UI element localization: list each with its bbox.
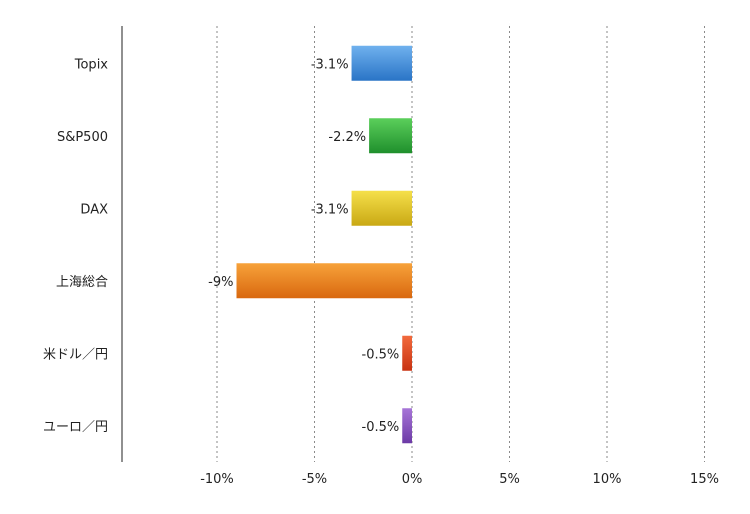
category-label: ユーロ／円	[43, 420, 108, 435]
bar-4	[402, 335, 412, 371]
data-label: -0.5%	[362, 347, 400, 362]
bar-5	[402, 408, 412, 444]
data-label: -0.5%	[362, 420, 400, 435]
data-label: -9%	[208, 275, 233, 290]
bar-1	[369, 118, 412, 154]
labels: -10% -5% 0% 5% 10% 15% Topix -3.1% S&P500 -2.2% DA…	[43, 57, 719, 487]
x-tick-label: 0%	[402, 472, 423, 487]
x-tick-label: 15%	[690, 472, 719, 487]
x-tick-label: -10%	[200, 472, 234, 487]
bars	[236, 45, 412, 444]
category-label: Topix	[74, 57, 109, 72]
category-label: 上海総合	[56, 275, 108, 290]
data-label: -3.1%	[311, 202, 349, 217]
data-label: -3.1%	[311, 57, 349, 72]
category-label: DAX	[80, 202, 108, 217]
bar-2	[351, 190, 412, 226]
bar-3	[236, 263, 412, 299]
data-label: -2.2%	[328, 130, 366, 145]
category-label: 米ドル／円	[43, 347, 108, 362]
x-tick-label: 10%	[593, 472, 622, 487]
gridlines	[216, 26, 705, 462]
x-tick-label: 5%	[499, 472, 520, 487]
bar-0	[351, 45, 412, 81]
category-label: S&P500	[57, 130, 108, 145]
x-tick-label: -5%	[302, 472, 327, 487]
